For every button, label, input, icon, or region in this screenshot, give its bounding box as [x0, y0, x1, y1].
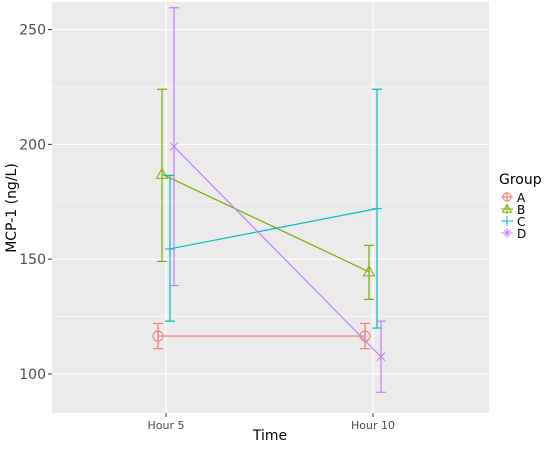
y-axis: 100 150 200 250 [19, 23, 52, 383]
x-axis-title: Time [252, 428, 287, 444]
legend-marker [502, 192, 512, 202]
series-line [173, 146, 382, 358]
x-tick-label: Hour 5 [148, 419, 185, 432]
data-point [155, 167, 169, 179]
data-point [152, 330, 164, 342]
data-point [362, 265, 376, 277]
legend-item-A: A [501, 191, 526, 205]
series-D [169, 7, 386, 393]
error-bar [157, 88, 167, 263]
legend-marker [503, 229, 511, 237]
series-layer [152, 7, 386, 393]
legend-item-C: C [501, 215, 525, 229]
y-tick-label: 100 [19, 367, 46, 383]
legend-label: D [517, 227, 526, 241]
series-line [169, 208, 378, 250]
error-bar [364, 244, 374, 300]
y-axis-title: MCP-1 (ng/L) [4, 163, 20, 253]
legend-marker [503, 217, 511, 225]
legend-label: A [517, 191, 526, 205]
legend-item-D: D [501, 227, 526, 241]
data-point [165, 243, 175, 254]
grid-major [52, 2, 489, 413]
y-tick-label: 250 [19, 23, 46, 39]
legend-label: C [517, 215, 525, 229]
y-tick-label: 150 [19, 252, 46, 268]
data-point [376, 352, 386, 362]
data-point [169, 142, 179, 152]
legend-title: Group [499, 172, 542, 188]
grid-minor [52, 86, 489, 317]
legend-label: B [517, 203, 525, 217]
plot-panel [52, 2, 489, 413]
series-C [165, 88, 382, 329]
x-axis: Hour 5 Hour 10 [148, 413, 395, 432]
series-line [161, 173, 370, 273]
series-B [155, 88, 376, 300]
y-tick-label: 200 [19, 137, 46, 153]
x-tick-label: Hour 10 [351, 419, 395, 432]
legend-marker [501, 203, 513, 213]
legend-item-B: B [501, 203, 525, 217]
data-point [372, 203, 382, 214]
